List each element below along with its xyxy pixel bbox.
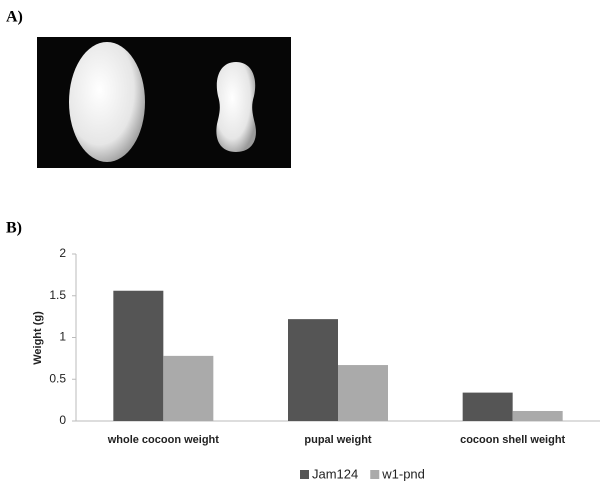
legend-swatch <box>300 470 309 479</box>
bar <box>113 291 163 421</box>
y-tick-label: 1 <box>59 330 66 344</box>
y-tick-label: 0 <box>59 413 66 427</box>
panel-label: A) <box>6 9 23 26</box>
y-axis-label: Weight (g) <box>32 311 44 365</box>
y-tick-label: 2 <box>59 246 66 260</box>
bar <box>163 356 213 421</box>
bar <box>288 319 338 421</box>
y-tick-label: 0.5 <box>49 371 66 385</box>
x-tick-label: cocoon shell weight <box>460 434 565 446</box>
legend-label: Jam124 <box>312 466 358 481</box>
panel-label: B) <box>6 220 22 237</box>
y-tick-label: 1.5 <box>49 288 66 302</box>
bar <box>463 393 513 421</box>
bar <box>338 365 388 421</box>
x-tick-label: whole cocoon weight <box>107 434 220 446</box>
figure: A) B) Weight (g) 0 0.5 1 1.5 2 whole cocoon w… <box>0 0 602 483</box>
legend-label: w1-pnd <box>381 466 425 481</box>
bar <box>513 411 563 421</box>
legend-swatch <box>370 470 379 479</box>
small-cocoon <box>216 62 256 152</box>
x-tick-label: pupal weight <box>304 434 372 446</box>
large-cocoon <box>69 42 145 162</box>
cocoon-photo <box>37 37 291 168</box>
